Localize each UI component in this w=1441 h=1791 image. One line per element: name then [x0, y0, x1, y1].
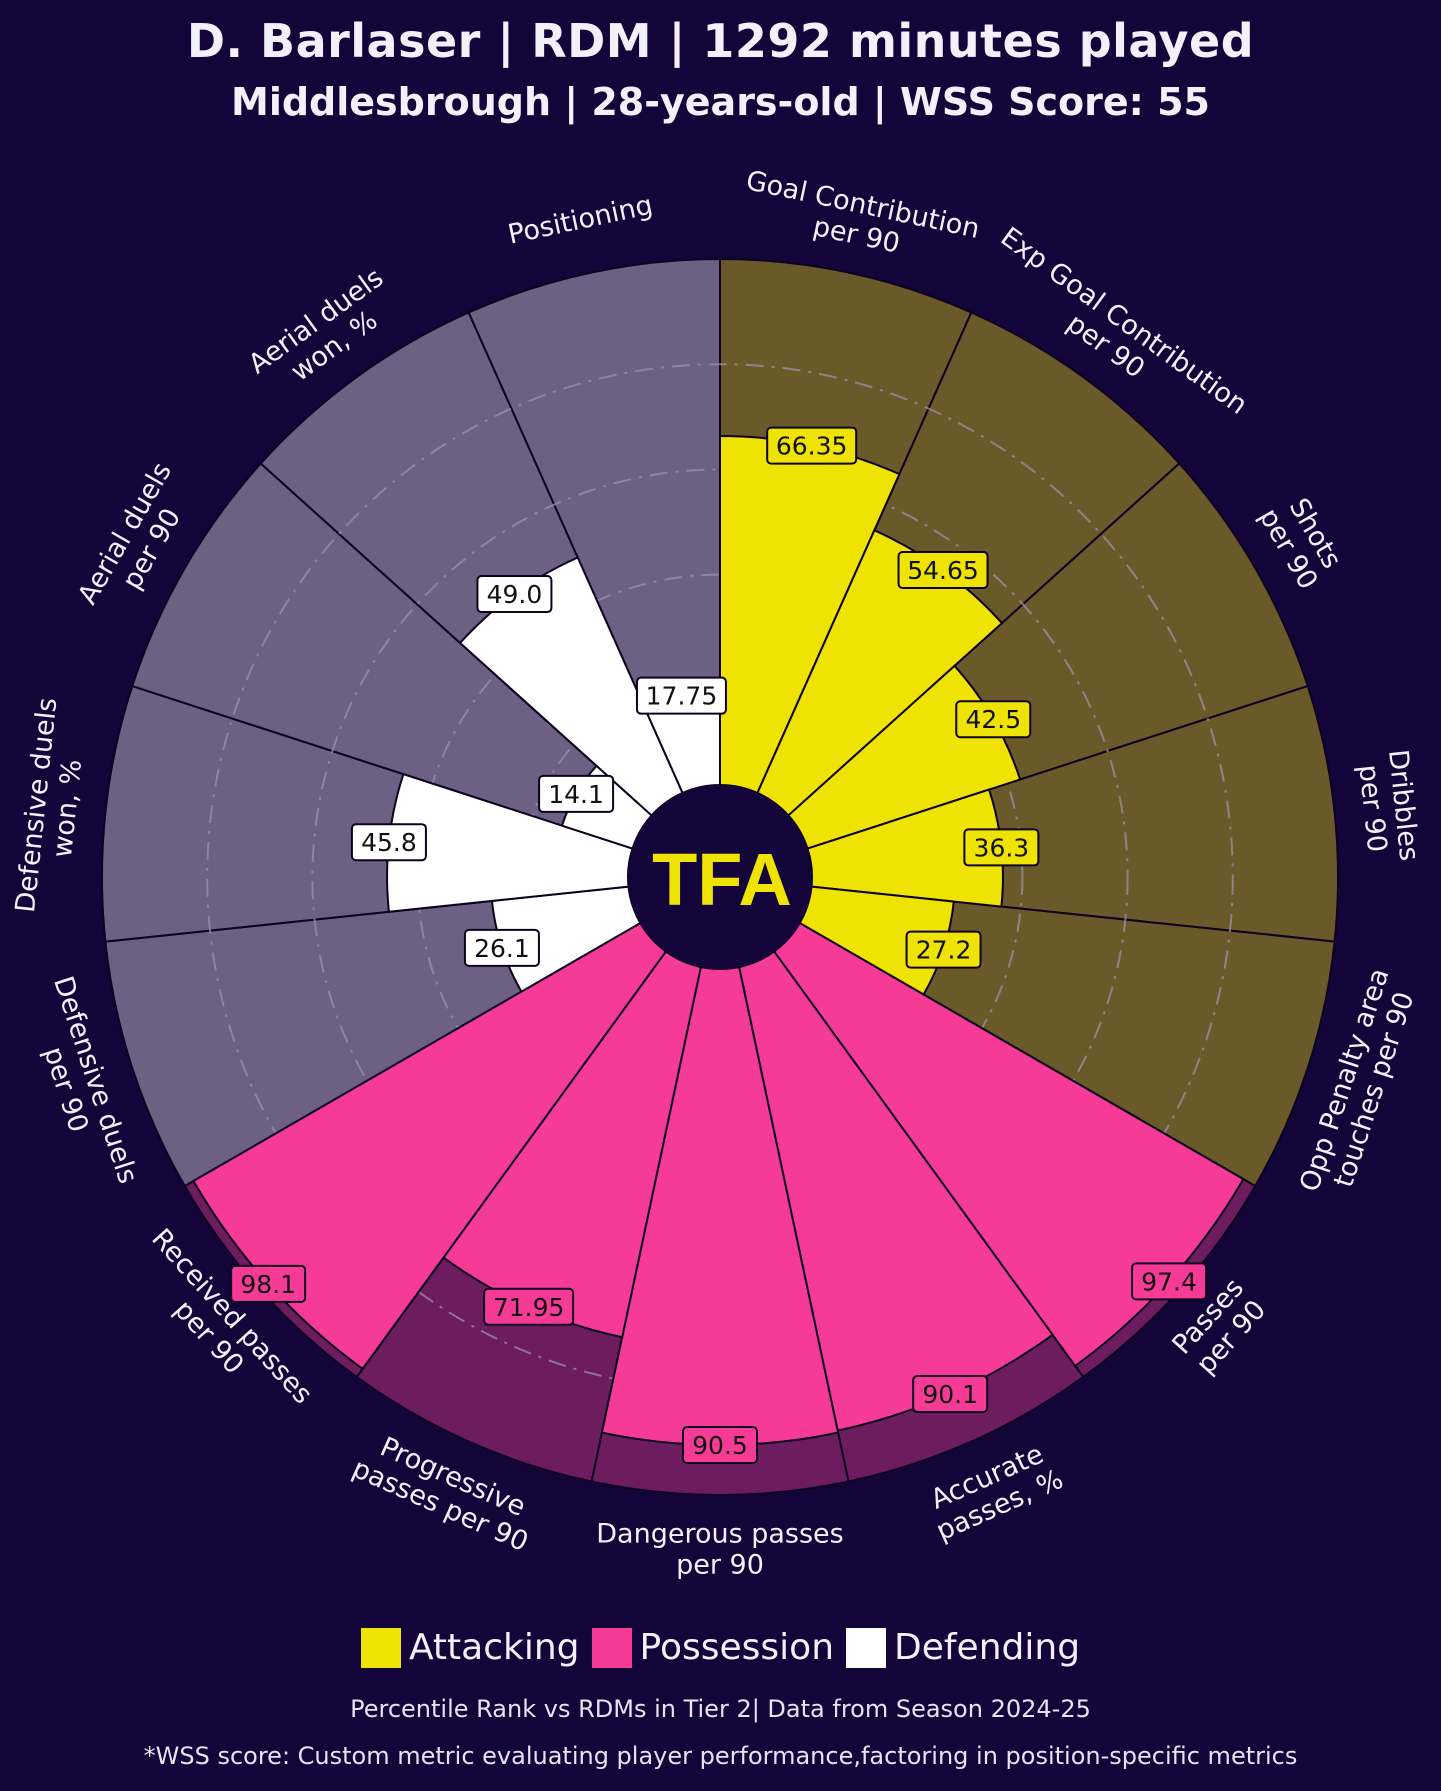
value-label-progressive-passes-per-90: 71.95: [483, 1287, 575, 1326]
value-label-box: [463, 928, 540, 967]
category-label-line: Positioning: [505, 190, 655, 251]
value-label-box: [538, 774, 615, 813]
value-label-box: [350, 823, 427, 862]
grid-ring-40: [416, 573, 1024, 1181]
attacking-swatch: [360, 1627, 401, 1668]
value-label-text: 26.1: [474, 934, 530, 963]
category-label-goal-contribution-per-90: Goal Contributionper 90: [737, 165, 982, 275]
value-label-text: 49.0: [487, 580, 543, 609]
legend-defending-label: Defending: [894, 1627, 1081, 1668]
legend-possession: Possession: [591, 1627, 835, 1668]
value-label-defensive-duels-per-90: 26.1: [463, 928, 540, 967]
value-label-text: 42.5: [965, 705, 1021, 734]
chart-subtitle: Middlesbrough | 28-years-old | WSS Score…: [231, 80, 1210, 124]
value-label-goal-contribution-per-90: 66.35: [766, 426, 858, 465]
category-label-line: Dangerous passes: [596, 1519, 843, 1550]
category-label-shots-per-90: Shotsper 90: [1253, 488, 1351, 595]
category-label-defensive-duels-won: Defensive duelswon, %: [10, 696, 94, 917]
value-label-dangerous-passes-per-90: 90.5: [682, 1426, 758, 1465]
value-label-text: 98.1: [240, 1270, 296, 1299]
value-label-opp-penalty-area-touches-per-90: 27.2: [905, 930, 982, 969]
category-label-dangerous-passes-per-90: Dangerous passes per 90: [596, 1519, 843, 1581]
value-label-text: 90.1: [922, 1380, 978, 1409]
value-label-text: 14.1: [548, 780, 604, 809]
value-label-aerial-duels-per-90: 14.1: [538, 774, 615, 813]
value-label-passes-per-90: 97.4: [1131, 1262, 1208, 1301]
value-label-text: 45.8: [361, 828, 417, 857]
value-label-exp-goal-contribution-per-90: 54.65: [897, 551, 989, 590]
value-label-aerial-duels-won: 49.0: [476, 575, 553, 614]
tfa-logo: TFA: [652, 838, 792, 921]
legend: Attacking Possession Defending: [0, 1627, 1441, 1668]
value-label-accurate-passes: 90.1: [912, 1374, 989, 1413]
legend-possession-label: Possession: [639, 1627, 835, 1668]
value-label-box: [766, 426, 858, 465]
value-label-received-passes-per-90: 98.1: [230, 1264, 307, 1303]
center-logo: TFA: [628, 785, 812, 969]
value-label-text: 97.4: [1141, 1267, 1197, 1296]
value-label-box: [912, 1374, 989, 1413]
value-label-box: [1131, 1262, 1208, 1301]
category-label-positioning: Positioning: [505, 190, 655, 251]
value-label-box: [635, 676, 727, 715]
value-label-dribbles-per-90: 36.3: [963, 828, 1040, 867]
value-label-text: 17.75: [646, 682, 718, 711]
value-label-box: [483, 1287, 575, 1326]
defending-swatch: [846, 1627, 887, 1668]
center-circle: [628, 785, 812, 969]
value-label-defensive-duels-won: 45.8: [350, 823, 427, 862]
value-label-text: 54.65: [907, 556, 979, 585]
disclaimer: *WSS score: Custom metric evaluating pla…: [143, 1742, 1298, 1770]
value-label-box: [230, 1264, 307, 1303]
value-label-box: [905, 930, 982, 969]
possession-swatch: [591, 1627, 632, 1668]
category-label-dribbles-per-90: Dribblesper 90: [1351, 748, 1424, 866]
chart-title: D. Barlaser | RDM | 1292 minutes played: [186, 14, 1255, 68]
value-label-shots-per-90: 42.5: [955, 700, 1032, 739]
value-label-text: 27.2: [916, 936, 972, 965]
value-label-box: [963, 828, 1040, 867]
slice-value-passes-per-90: [772, 921, 1245, 1368]
footnote: Percentile Rank vs RDMs in Tier 2| Data …: [350, 1695, 1091, 1723]
value-label-text: 66.35: [776, 432, 848, 461]
value-label-text: 36.3: [974, 833, 1030, 862]
value-label-text: 71.95: [493, 1293, 565, 1322]
legend-attacking: Attacking: [360, 1627, 580, 1668]
value-label-text: 90.5: [692, 1431, 748, 1460]
value-label-box: [476, 575, 553, 614]
category-label-line: per 90: [676, 1550, 764, 1581]
value-label-box: [955, 700, 1032, 739]
legend-attacking-label: Attacking: [408, 1627, 580, 1668]
value-label-box: [897, 551, 989, 590]
value-labels: 66.35 54.65 42.5 36.3 27.2 97.4 90.1 90.5 71.95 9…: [230, 426, 1208, 1465]
legend-defending: Defending: [846, 1627, 1080, 1668]
value-label-box: [682, 1426, 758, 1465]
value-label-positioning: 17.75: [635, 676, 727, 715]
